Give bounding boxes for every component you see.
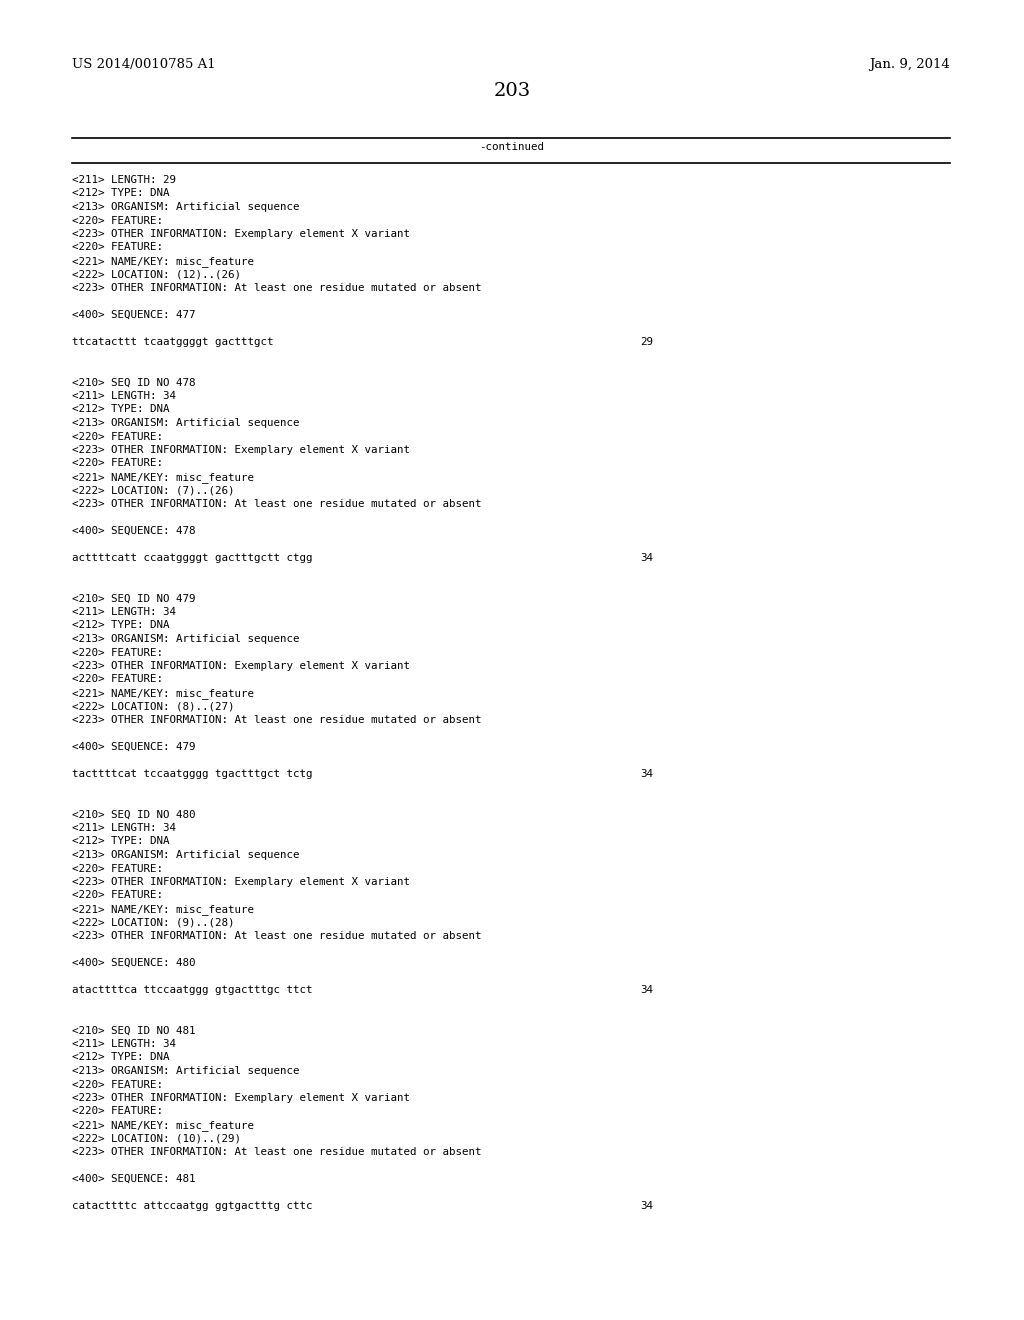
Text: <212> TYPE: DNA: <212> TYPE: DNA — [72, 189, 170, 198]
Text: <220> FEATURE:: <220> FEATURE: — [72, 432, 163, 441]
Text: <213> ORGANISM: Artificial sequence: <213> ORGANISM: Artificial sequence — [72, 1067, 299, 1076]
Text: <222> LOCATION: (7)..(26): <222> LOCATION: (7)..(26) — [72, 486, 234, 495]
Text: <221> NAME/KEY: misc_feature: <221> NAME/KEY: misc_feature — [72, 1119, 254, 1131]
Text: <220> FEATURE:: <220> FEATURE: — [72, 243, 163, 252]
Text: <223> OTHER INFORMATION: At least one residue mutated or absent: <223> OTHER INFORMATION: At least one re… — [72, 715, 481, 725]
Text: <212> TYPE: DNA: <212> TYPE: DNA — [72, 1052, 170, 1063]
Text: <211> LENGTH: 29: <211> LENGTH: 29 — [72, 176, 176, 185]
Text: <210> SEQ ID NO 481: <210> SEQ ID NO 481 — [72, 1026, 196, 1035]
Text: <223> OTHER INFORMATION: Exemplary element X variant: <223> OTHER INFORMATION: Exemplary eleme… — [72, 876, 410, 887]
Text: <223> OTHER INFORMATION: At least one residue mutated or absent: <223> OTHER INFORMATION: At least one re… — [72, 1147, 481, 1158]
Text: <222> LOCATION: (8)..(27): <222> LOCATION: (8)..(27) — [72, 701, 234, 711]
Text: <211> LENGTH: 34: <211> LENGTH: 34 — [72, 822, 176, 833]
Text: <400> SEQUENCE: 477: <400> SEQUENCE: 477 — [72, 310, 196, 319]
Text: <221> NAME/KEY: misc_feature: <221> NAME/KEY: misc_feature — [72, 904, 254, 915]
Text: <400> SEQUENCE: 478: <400> SEQUENCE: 478 — [72, 525, 196, 536]
Text: <223> OTHER INFORMATION: At least one residue mutated or absent: <223> OTHER INFORMATION: At least one re… — [72, 931, 481, 941]
Text: <223> OTHER INFORMATION: Exemplary element X variant: <223> OTHER INFORMATION: Exemplary eleme… — [72, 445, 410, 455]
Text: <213> ORGANISM: Artificial sequence: <213> ORGANISM: Artificial sequence — [72, 850, 299, 861]
Text: <213> ORGANISM: Artificial sequence: <213> ORGANISM: Artificial sequence — [72, 202, 299, 213]
Text: <222> LOCATION: (9)..(28): <222> LOCATION: (9)..(28) — [72, 917, 234, 928]
Text: <221> NAME/KEY: misc_feature: <221> NAME/KEY: misc_feature — [72, 688, 254, 698]
Text: <211> LENGTH: 34: <211> LENGTH: 34 — [72, 607, 176, 616]
Text: <220> FEATURE:: <220> FEATURE: — [72, 675, 163, 685]
Text: <211> LENGTH: 34: <211> LENGTH: 34 — [72, 1039, 176, 1049]
Text: 34: 34 — [640, 553, 653, 564]
Text: <213> ORGANISM: Artificial sequence: <213> ORGANISM: Artificial sequence — [72, 418, 299, 428]
Text: <223> OTHER INFORMATION: Exemplary element X variant: <223> OTHER INFORMATION: Exemplary eleme… — [72, 661, 410, 671]
Text: <212> TYPE: DNA: <212> TYPE: DNA — [72, 837, 170, 846]
Text: acttttcatt ccaatggggt gactttgctt ctgg: acttttcatt ccaatggggt gactttgctt ctgg — [72, 553, 312, 564]
Text: <220> FEATURE:: <220> FEATURE: — [72, 863, 163, 874]
Text: <223> OTHER INFORMATION: Exemplary element X variant: <223> OTHER INFORMATION: Exemplary eleme… — [72, 228, 410, 239]
Text: atacttttca ttccaatggg gtgactttgc ttct: atacttttca ttccaatggg gtgactttgc ttct — [72, 985, 312, 995]
Text: -continued: -continued — [479, 143, 545, 152]
Text: <221> NAME/KEY: misc_feature: <221> NAME/KEY: misc_feature — [72, 256, 254, 267]
Text: tacttttcat tccaatgggg tgactttgct tctg: tacttttcat tccaatgggg tgactttgct tctg — [72, 770, 312, 779]
Text: ttcatacttt tcaatggggt gactttgct: ttcatacttt tcaatggggt gactttgct — [72, 337, 273, 347]
Text: <221> NAME/KEY: misc_feature: <221> NAME/KEY: misc_feature — [72, 473, 254, 483]
Text: catacttttc attccaatgg ggtgactttg cttc: catacttttc attccaatgg ggtgactttg cttc — [72, 1201, 312, 1210]
Text: 34: 34 — [640, 770, 653, 779]
Text: <212> TYPE: DNA: <212> TYPE: DNA — [72, 404, 170, 414]
Text: US 2014/0010785 A1: US 2014/0010785 A1 — [72, 58, 216, 71]
Text: <220> FEATURE:: <220> FEATURE: — [72, 458, 163, 469]
Text: <220> FEATURE:: <220> FEATURE: — [72, 648, 163, 657]
Text: <400> SEQUENCE: 481: <400> SEQUENCE: 481 — [72, 1173, 196, 1184]
Text: <210> SEQ ID NO 478: <210> SEQ ID NO 478 — [72, 378, 196, 388]
Text: <220> FEATURE:: <220> FEATURE: — [72, 1080, 163, 1089]
Text: 34: 34 — [640, 1201, 653, 1210]
Text: <222> LOCATION: (12)..(26): <222> LOCATION: (12)..(26) — [72, 269, 241, 280]
Text: <220> FEATURE:: <220> FEATURE: — [72, 215, 163, 226]
Text: 34: 34 — [640, 985, 653, 995]
Text: <210> SEQ ID NO 479: <210> SEQ ID NO 479 — [72, 594, 196, 603]
Text: <400> SEQUENCE: 479: <400> SEQUENCE: 479 — [72, 742, 196, 752]
Text: <223> OTHER INFORMATION: At least one residue mutated or absent: <223> OTHER INFORMATION: At least one re… — [72, 282, 481, 293]
Text: <400> SEQUENCE: 480: <400> SEQUENCE: 480 — [72, 958, 196, 968]
Text: <223> OTHER INFORMATION: Exemplary element X variant: <223> OTHER INFORMATION: Exemplary eleme… — [72, 1093, 410, 1104]
Text: 29: 29 — [640, 337, 653, 347]
Text: <213> ORGANISM: Artificial sequence: <213> ORGANISM: Artificial sequence — [72, 634, 299, 644]
Text: 203: 203 — [494, 82, 530, 100]
Text: <212> TYPE: DNA: <212> TYPE: DNA — [72, 620, 170, 631]
Text: Jan. 9, 2014: Jan. 9, 2014 — [869, 58, 950, 71]
Text: <210> SEQ ID NO 480: <210> SEQ ID NO 480 — [72, 809, 196, 820]
Text: <211> LENGTH: 34: <211> LENGTH: 34 — [72, 391, 176, 401]
Text: <223> OTHER INFORMATION: At least one residue mutated or absent: <223> OTHER INFORMATION: At least one re… — [72, 499, 481, 510]
Text: <220> FEATURE:: <220> FEATURE: — [72, 891, 163, 900]
Text: <222> LOCATION: (10)..(29): <222> LOCATION: (10)..(29) — [72, 1134, 241, 1143]
Text: <220> FEATURE:: <220> FEATURE: — [72, 1106, 163, 1117]
